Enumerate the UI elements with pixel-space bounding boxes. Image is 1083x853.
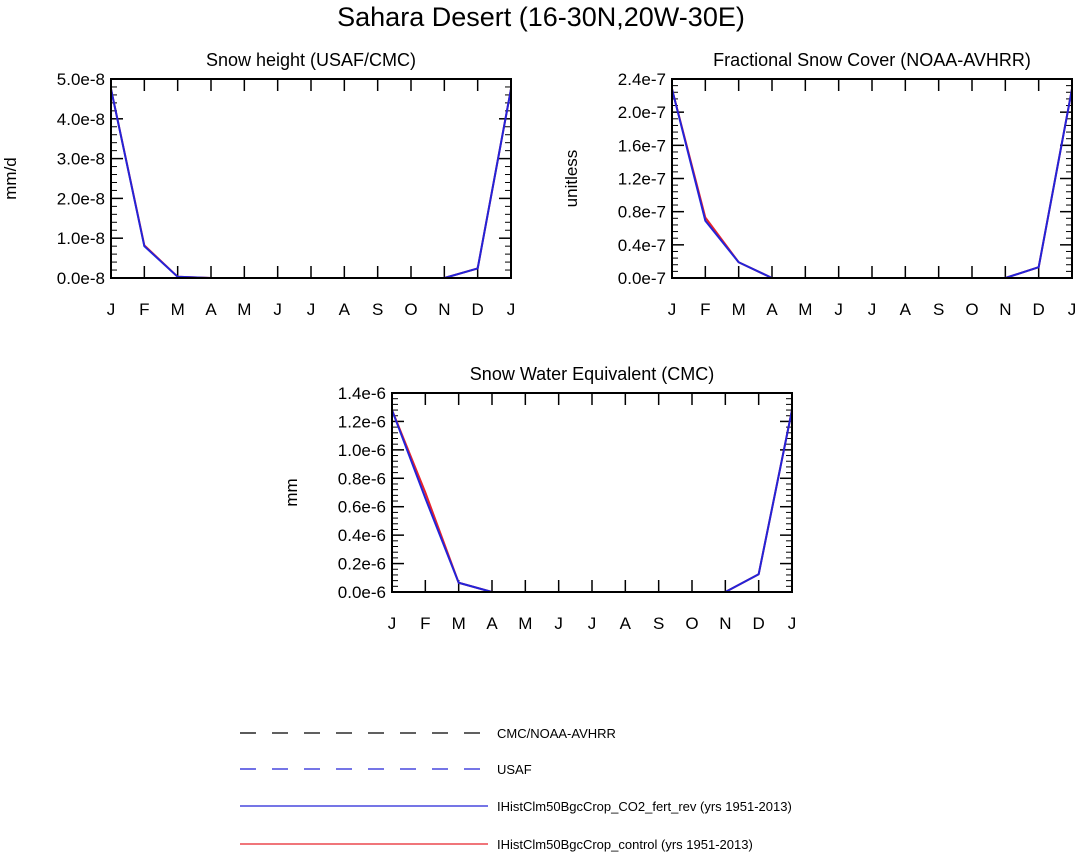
x-tick-label: M — [237, 300, 251, 319]
y-tick-label: 1.2e-6 — [338, 412, 386, 431]
y-tick-label: 2.0e-8 — [57, 189, 105, 208]
x-tick-label: M — [798, 300, 812, 319]
x-tick-label: D — [1033, 300, 1045, 319]
x-tick-label: J — [668, 300, 677, 319]
y-tick-label: 0.4e-6 — [338, 526, 386, 545]
y-tick-label: 0.8e-6 — [338, 469, 386, 488]
y-tick-label: 0.0e-8 — [57, 269, 105, 288]
x-tick-label: M — [171, 300, 185, 319]
plot-frame — [671, 78, 1073, 279]
y-tick-label: 5.0e-8 — [57, 70, 105, 89]
x-tick-label: A — [766, 300, 778, 319]
x-tick-label: N — [438, 300, 450, 319]
x-tick-label: S — [372, 300, 383, 319]
x-tick-label: F — [420, 614, 430, 633]
x-tick-label: J — [507, 300, 516, 319]
x-tick-label: J — [1068, 300, 1077, 319]
x-tick-label: J — [834, 300, 843, 319]
plot-frame — [391, 392, 793, 593]
x-tick-label: J — [107, 300, 116, 319]
x-tick-label: D — [753, 614, 765, 633]
x-tick-label: A — [205, 300, 217, 319]
plot-frame — [110, 78, 512, 279]
x-tick-label: O — [404, 300, 417, 319]
series-line-2 — [671, 88, 1073, 279]
x-tick-label: M — [452, 614, 466, 633]
x-tick-label: F — [700, 300, 710, 319]
y-tick-label: 0.2e-6 — [338, 555, 386, 574]
y-axis-label: mm — [282, 478, 301, 506]
y-tick-label: 0.0e-6 — [338, 583, 386, 602]
y-tick-label: 0.8e-7 — [618, 203, 666, 222]
x-tick-label: J — [388, 614, 397, 633]
x-tick-label: D — [472, 300, 484, 319]
y-tick-label: 0.6e-6 — [338, 498, 386, 517]
legend-label-3: IHistClm50BgcCrop_control (yrs 1951-2013… — [497, 837, 753, 852]
x-tick-label: J — [273, 300, 282, 319]
x-tick-label: S — [653, 614, 664, 633]
y-tick-label: 1.6e-7 — [618, 136, 666, 155]
legend-label-1: USAF — [497, 762, 532, 777]
x-tick-label: A — [339, 300, 351, 319]
x-tick-label: M — [732, 300, 746, 319]
legend-label-2: IHistClm50BgcCrop_CO2_fert_rev (yrs 1951… — [497, 799, 792, 814]
panel-title: Snow height (USAF/CMC) — [206, 50, 416, 70]
panel-title: Snow Water Equivalent (CMC) — [470, 364, 714, 384]
x-tick-label: O — [965, 300, 978, 319]
x-tick-label: N — [719, 614, 731, 633]
panel-snow-height: Snow height (USAF/CMC) mm/d 0.0e-8 1.0e-8 2.… — [1, 50, 515, 319]
panel-snow-water-equivalent: Snow Water Equivalent (CMC) mm 0.0e-6 0.2e-… — [282, 364, 796, 633]
x-tick-label: J — [307, 300, 316, 319]
x-tick-label: J — [868, 300, 877, 319]
y-axis-label: mm/d — [1, 157, 20, 200]
y-tick-label: 0.0e-7 — [618, 269, 666, 288]
x-tick-label: A — [900, 300, 912, 319]
series-line-1 — [110, 88, 512, 279]
x-tick-label: J — [788, 614, 797, 633]
figure-title: Sahara Desert (16-30N,20W-30E) — [337, 2, 745, 32]
panel-title: Fractional Snow Cover (NOAA-AVHRR) — [713, 50, 1031, 70]
y-tick-label: 1.4e-6 — [338, 384, 386, 403]
x-tick-label: J — [554, 614, 563, 633]
x-tick-label: J — [588, 614, 597, 633]
y-tick-label: 2.0e-7 — [618, 103, 666, 122]
y-tick-label: 3.0e-8 — [57, 150, 105, 169]
y-tick-label: 4.0e-8 — [57, 110, 105, 129]
x-tick-label: S — [933, 300, 944, 319]
x-tick-label: F — [139, 300, 149, 319]
x-tick-label: O — [685, 614, 698, 633]
legend: CMC/NOAA-AVHRR USAF IHistClm50BgcCrop_CO2_… — [240, 726, 792, 852]
series-line-2 — [391, 409, 793, 593]
x-tick-label: N — [999, 300, 1011, 319]
x-tick-label: A — [486, 614, 498, 633]
series-line-2 — [110, 88, 512, 279]
y-tick-label: 1.0e-8 — [57, 229, 105, 248]
y-tick-label: 0.4e-7 — [618, 236, 666, 255]
y-axis-label: unitless — [562, 150, 581, 208]
x-tick-label: M — [518, 614, 532, 633]
x-tick-label: A — [620, 614, 632, 633]
y-tick-label: 1.0e-6 — [338, 441, 386, 460]
panel-fractional-snow-cover: Fractional Snow Cover (NOAA-AVHRR) unitle… — [562, 50, 1076, 319]
y-tick-label: 2.4e-7 — [618, 70, 666, 89]
series-line-1 — [671, 88, 1073, 279]
legend-label-0: CMC/NOAA-AVHRR — [497, 726, 616, 741]
y-tick-label: 1.2e-7 — [618, 170, 666, 189]
